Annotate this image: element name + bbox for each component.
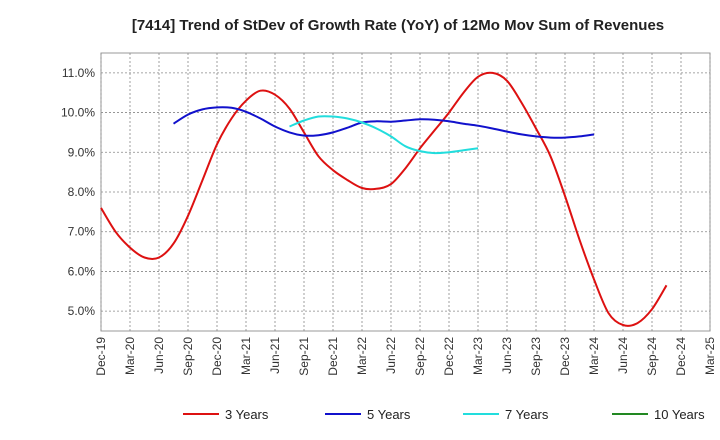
x-tick-label: Dec-24 — [674, 337, 688, 376]
x-tick-label: Mar-23 — [471, 337, 485, 375]
x-tick-label: Sep-22 — [413, 337, 427, 376]
x-tick-label: Mar-21 — [239, 337, 253, 375]
x-axis: Dec-19 Mar-20 Jun-20 Sep-20 Dec-20 Mar-21 Jun-… — [94, 337, 717, 376]
x-tick-label: Mar-25 — [703, 337, 717, 375]
legend-label: 5 Years — [367, 407, 411, 422]
y-tick-label: 6.0% — [68, 264, 96, 278]
x-tick-label: Jun-23 — [500, 337, 514, 374]
x-tick: Dec-22 — [442, 337, 456, 376]
x-tick: Jun-20 — [152, 337, 166, 374]
x-tick-label: Sep-20 — [181, 337, 195, 376]
x-tick: Mar-24 — [587, 337, 601, 375]
x-tick-label: Jun-22 — [384, 337, 398, 374]
y-axis: 5.0% 6.0% 7.0% 8.0% 9.0% 10.0% 11.0% — [61, 66, 95, 318]
x-tick-label: Sep-21 — [297, 337, 311, 376]
x-tick: Mar-25 — [703, 337, 717, 375]
x-tick: Jun-22 — [384, 337, 398, 374]
x-tick-label: Mar-24 — [587, 337, 601, 375]
x-tick: Sep-24 — [645, 337, 659, 376]
x-tick: Dec-20 — [210, 337, 224, 376]
x-tick: Jun-23 — [500, 337, 514, 374]
x-tick-label: Jun-21 — [268, 337, 282, 374]
x-tick: Dec-23 — [558, 337, 572, 376]
legend-label: 7 Years — [505, 407, 549, 422]
y-tick-label: 10.0% — [61, 106, 95, 120]
x-tick: Dec-21 — [326, 337, 340, 376]
x-tick-label: Mar-22 — [355, 337, 369, 375]
x-tick-label: Sep-24 — [645, 337, 659, 376]
x-tick: Mar-20 — [123, 337, 137, 375]
x-tick-label: Dec-22 — [442, 337, 456, 376]
x-tick: Mar-21 — [239, 337, 253, 375]
y-tick-label: 11.0% — [62, 66, 95, 80]
series-line-5-years — [172, 106, 595, 139]
legend-label: 3 Years — [225, 407, 269, 422]
x-tick: Sep-21 — [297, 337, 311, 376]
y-tick-label: 7.0% — [68, 225, 96, 239]
x-tick: Mar-22 — [355, 337, 369, 375]
series-line-3-years — [100, 71, 668, 327]
x-tick-label: Dec-23 — [558, 337, 572, 376]
series-line-7-years — [289, 115, 479, 155]
grid — [100, 53, 711, 331]
x-tick: Sep-20 — [181, 337, 195, 376]
chart-title: [7414] Trend of StDev of Growth Rate (Yo… — [132, 17, 664, 34]
legend: 3 Years 5 Years 7 Years 10 Years — [183, 407, 705, 422]
legend-label: 10 Years — [654, 407, 705, 422]
x-tick-label: Dec-19 — [94, 337, 108, 376]
y-tick-label: 9.0% — [68, 145, 96, 159]
y-tick-label: 8.0% — [68, 185, 96, 199]
x-tick-label: Sep-23 — [529, 337, 543, 376]
x-tick-label: Dec-20 — [210, 337, 224, 376]
x-tick: Mar-23 — [471, 337, 485, 375]
x-tick: Jun-21 — [268, 337, 282, 374]
x-tick: Dec-19 — [94, 337, 108, 376]
x-tick: Sep-23 — [529, 337, 543, 376]
x-tick-label: Mar-20 — [123, 337, 137, 375]
x-tick-label: Dec-21 — [326, 337, 340, 376]
y-tick-label: 5.0% — [68, 304, 96, 318]
x-tick: Sep-22 — [413, 337, 427, 376]
x-tick-label: Jun-24 — [616, 337, 630, 374]
x-tick-label: Jun-20 — [152, 337, 166, 374]
x-tick: Jun-24 — [616, 337, 630, 374]
series-group — [100, 71, 668, 327]
x-tick: Dec-24 — [674, 337, 688, 376]
